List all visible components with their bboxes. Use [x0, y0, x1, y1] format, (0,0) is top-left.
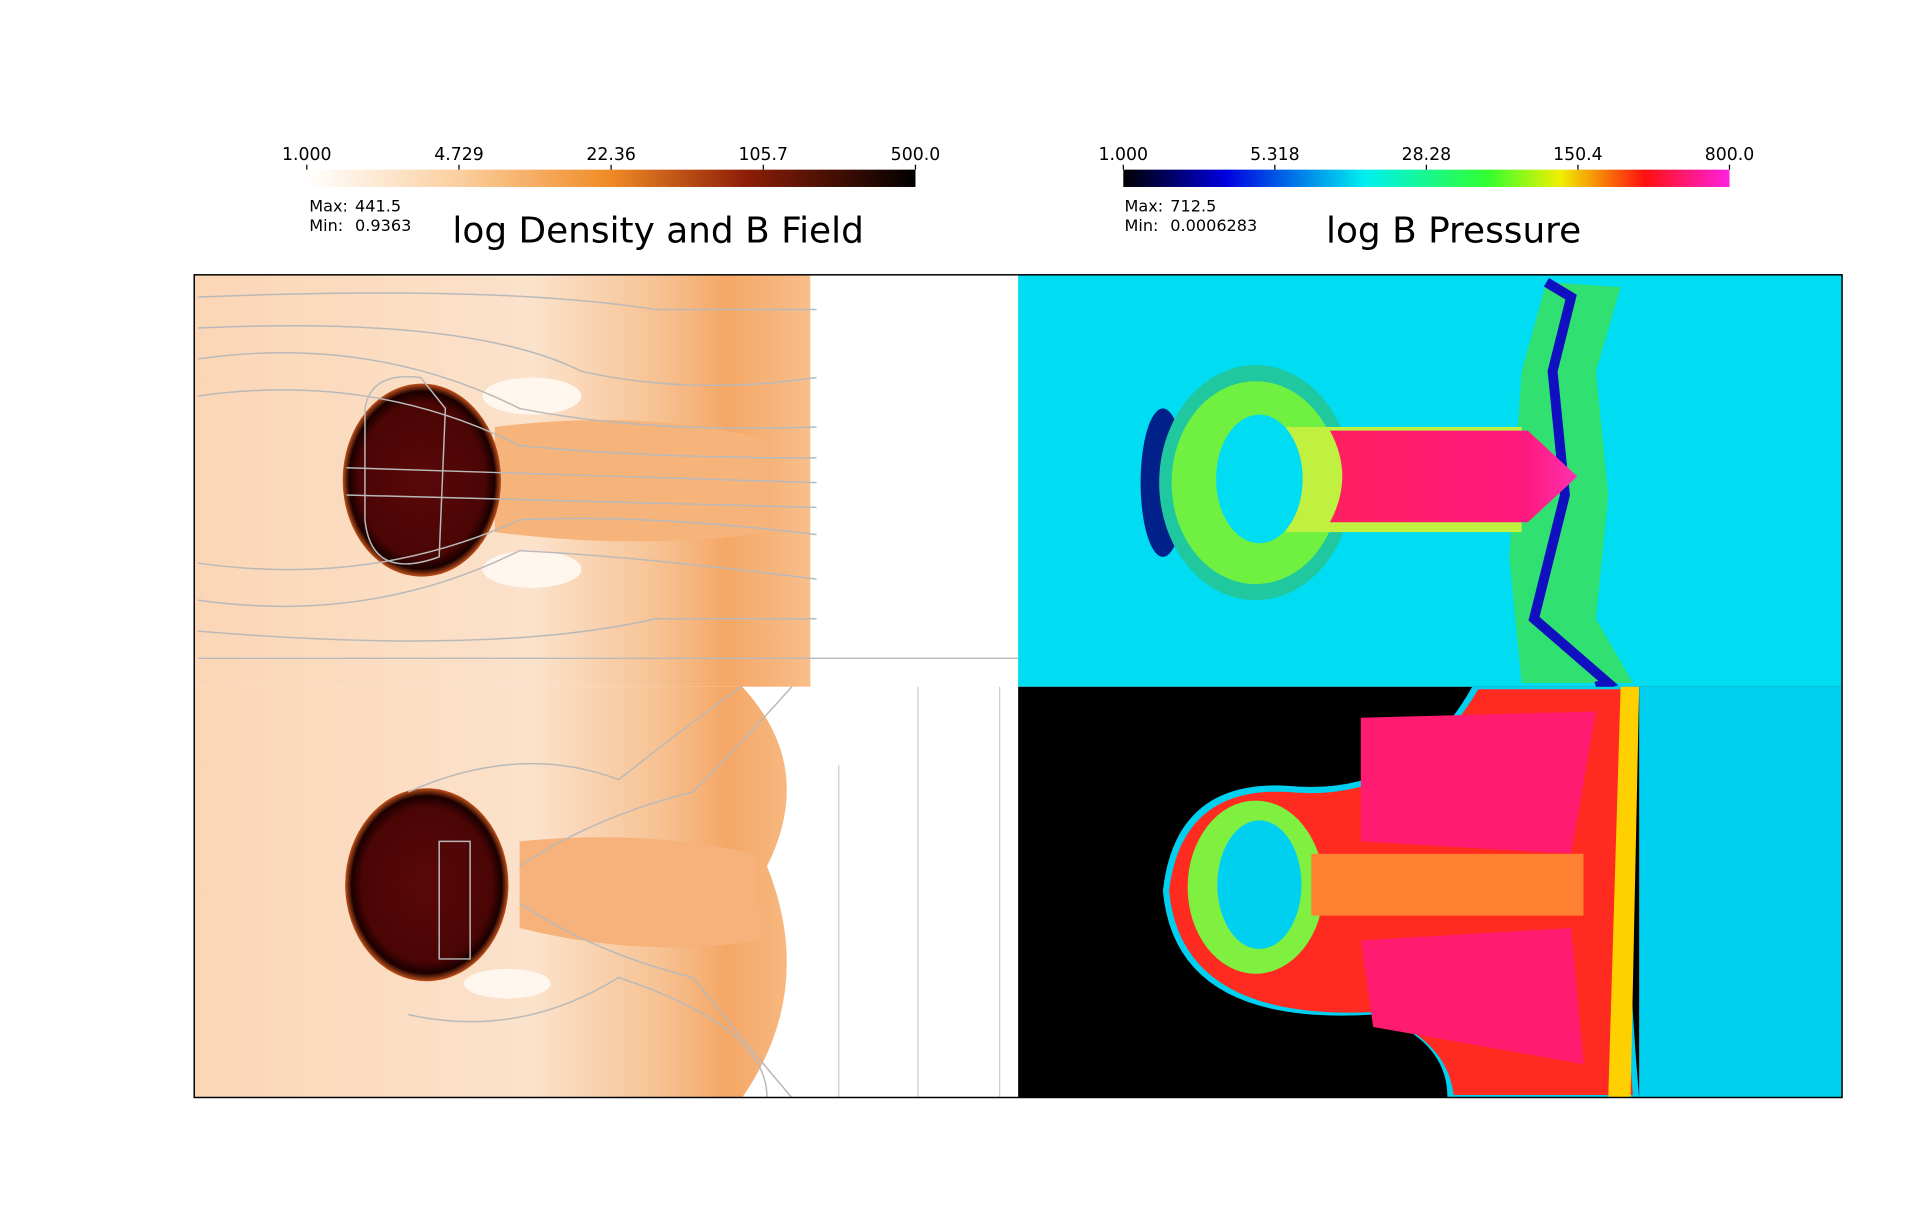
colorbar-tick-label: 150.4	[1553, 145, 1603, 165]
colorbar-tick-label: 500.0	[891, 145, 941, 165]
min-label: Min:	[309, 216, 343, 235]
min-label: Min:	[1125, 216, 1159, 235]
colorbar-tick-label: 5.318	[1250, 145, 1300, 165]
colorbar-tick-label: 28.28	[1402, 145, 1452, 165]
min-value: 0.9363	[355, 216, 411, 235]
max-value: 712.5	[1170, 196, 1216, 215]
colorbar	[306, 169, 916, 187]
panel-title: log Density and B Field	[452, 211, 863, 252]
colorbar-tick-label: 800.0	[1705, 145, 1755, 165]
colorbar-tick-label: 22.36	[586, 145, 636, 165]
pressure-top	[1018, 274, 1843, 692]
max-label: Max:	[309, 196, 348, 215]
max-label: Max:	[1125, 196, 1164, 215]
colorbar-tick-label: 105.7	[739, 145, 789, 165]
panel-title: log B Pressure	[1326, 211, 1581, 252]
min-value: 0.0006283	[1170, 216, 1257, 235]
pressure-bottom	[1018, 686, 1843, 1098]
density-top	[194, 274, 1019, 687]
colorbar-tick-label: 1.000	[282, 145, 332, 165]
colorbar-tick-label: 4.729	[434, 145, 484, 165]
colorbar	[1123, 169, 1730, 187]
frame	[193, 274, 1843, 1099]
colorbar-tick-label: 1.000	[1099, 145, 1149, 165]
max-value: 441.5	[355, 196, 401, 215]
density-bottom	[194, 686, 1019, 1098]
